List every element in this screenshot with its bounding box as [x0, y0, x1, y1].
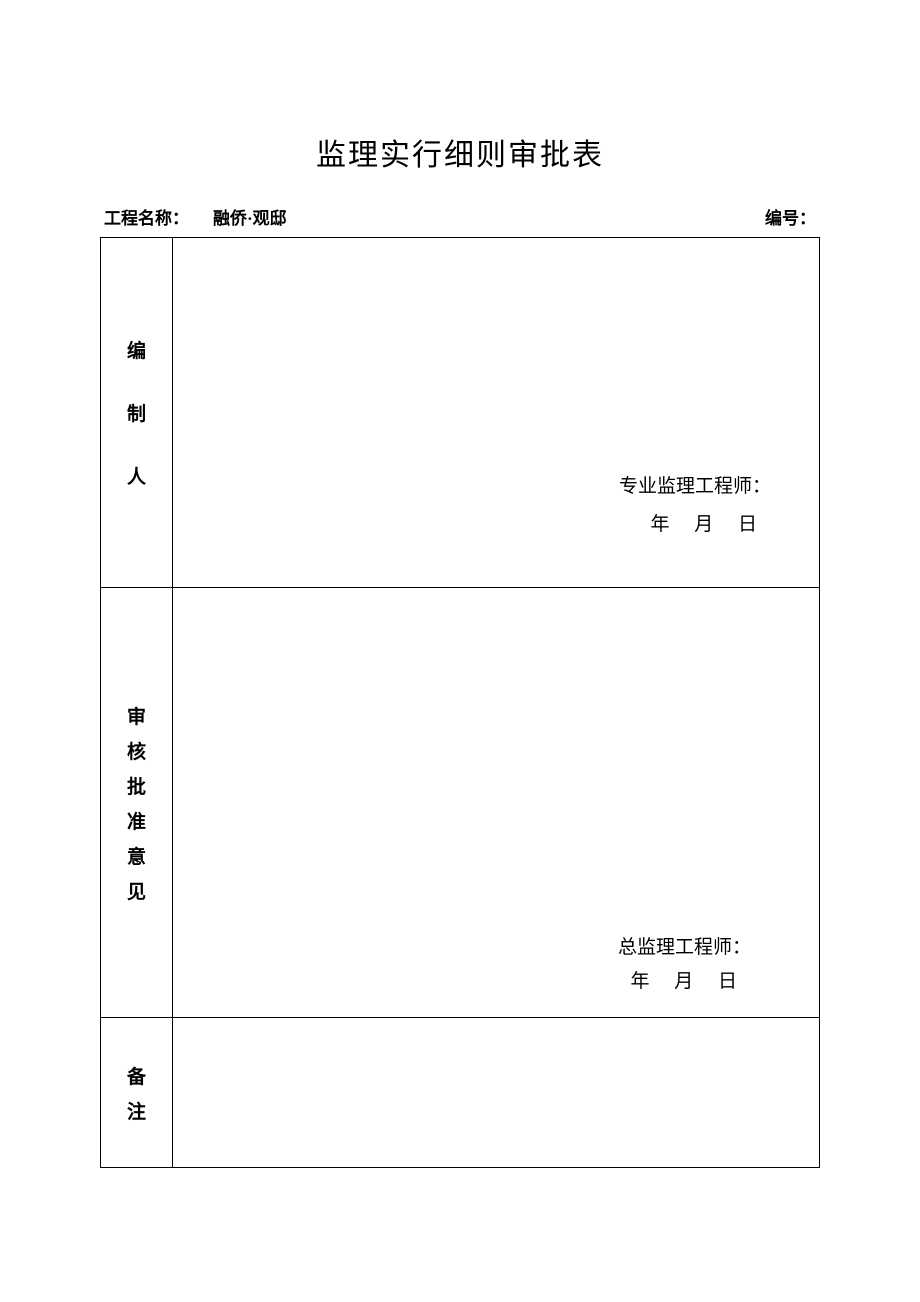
approval-table: 编 制 人 专业监理工程师： 年 月 日 审: [100, 237, 820, 1168]
date-day: 日: [738, 514, 757, 535]
row1-signature-block: 专业监理工程师： 年 月 日: [619, 468, 771, 544]
row1-content-cell: 专业监理工程师： 年 月 日: [173, 238, 820, 588]
label-char: 准: [127, 807, 146, 834]
label-char: 审: [127, 702, 146, 729]
row1-signature-label: 专业监理工程师：: [619, 468, 771, 506]
row2-signature-label: 总监理工程师：: [618, 931, 751, 965]
row1-date: 年 月 日: [619, 506, 771, 544]
row2-label: 审 核 批 准 意 见: [101, 598, 172, 1007]
header-left: 工程名称： 融侨·观邸: [104, 204, 287, 229]
row3-label: 备 注: [101, 1028, 172, 1157]
project-label: 工程名称：: [104, 204, 189, 229]
row1-label: 编 制 人: [101, 248, 172, 577]
row3-content-cell: [173, 1018, 820, 1168]
label-char: 核: [127, 737, 146, 764]
row2-date: 年 月 日: [618, 965, 751, 999]
date-year: 年: [630, 971, 649, 992]
date-year: 年: [650, 514, 669, 535]
label-char: 人: [127, 462, 146, 489]
document-title: 监理实行细则审批表: [100, 130, 820, 174]
row2-label-cell: 审 核 批 准 意 见: [101, 588, 173, 1018]
date-month: 月: [694, 514, 713, 535]
label-char: 制: [127, 399, 146, 426]
label-char: 编: [127, 336, 146, 363]
label-char: 注: [127, 1097, 146, 1124]
date-day: 日: [718, 971, 737, 992]
date-month: 月: [674, 971, 693, 992]
project-name: 融侨·观邸: [213, 204, 287, 229]
row2-content-cell: 总监理工程师： 年 月 日: [173, 588, 820, 1018]
label-char: 批: [127, 772, 146, 799]
table-row: 备 注: [101, 1018, 820, 1168]
label-char: 意: [127, 842, 146, 869]
serial-label: 编号：: [765, 209, 816, 228]
header-right: 编号：: [765, 204, 816, 229]
label-char: 备: [127, 1062, 146, 1089]
label-char: 见: [127, 877, 146, 904]
row1-label-cell: 编 制 人: [101, 238, 173, 588]
table-row: 编 制 人 专业监理工程师： 年 月 日: [101, 238, 820, 588]
table-row: 审 核 批 准 意 见 总监理工程师： 年 月 日: [101, 588, 820, 1018]
row2-signature-block: 总监理工程师： 年 月 日: [618, 931, 751, 999]
header-row: 工程名称： 融侨·观邸 编号：: [100, 204, 820, 229]
row3-label-cell: 备 注: [101, 1018, 173, 1168]
page-container: 监理实行细则审批表 工程名称： 融侨·观邸 编号： 编 制 人 专业监理工程师：: [0, 0, 920, 1268]
